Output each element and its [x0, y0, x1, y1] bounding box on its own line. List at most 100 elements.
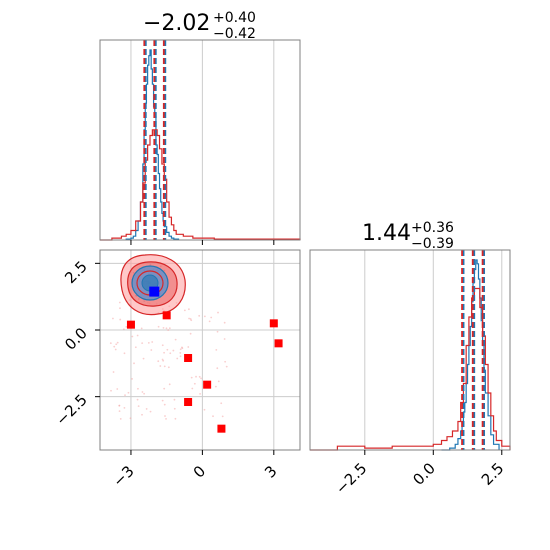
sample-point [114, 348, 117, 351]
sample-point [167, 329, 170, 331]
x-tick-label: −2.5 [332, 459, 370, 497]
sample-point [116, 341, 119, 344]
sample-point [216, 367, 219, 370]
sample-point [181, 346, 183, 349]
sample-point [119, 417, 122, 420]
hist-series-0 [125, 49, 180, 240]
marginal-2-title-minus: −0.39 [411, 236, 454, 252]
sample-point [224, 360, 227, 363]
sample-point [167, 366, 170, 369]
sample-point [172, 349, 175, 352]
sample-point [221, 415, 224, 418]
sample-point [198, 375, 201, 378]
sample-point [225, 365, 228, 368]
sample-point [143, 392, 146, 395]
highlight-point [274, 339, 283, 348]
highlight-point [184, 398, 193, 406]
sample-point [118, 410, 121, 413]
hist-series-1 [100, 129, 301, 241]
sample-point [176, 357, 179, 360]
sample-point [163, 403, 166, 406]
marginal-1-title-plus: +0.40 [213, 10, 256, 26]
sample-point [161, 344, 164, 347]
sample-point [165, 417, 167, 420]
sample-point [179, 348, 182, 351]
x-tick-label: 0 [190, 462, 209, 481]
marginal-1-title: −2.02 [143, 11, 210, 36]
sample-point [216, 330, 219, 333]
sample-point [217, 311, 219, 314]
sample-point [159, 365, 162, 367]
sample-point [198, 314, 201, 317]
sample-point [173, 407, 176, 410]
sample-point [151, 341, 154, 343]
highlight-point [126, 320, 135, 329]
sample-point [179, 352, 182, 354]
highlight-point [184, 354, 193, 362]
sample-point [133, 362, 135, 365]
marginal-2-title: 1.44 [362, 221, 411, 246]
sample-point [165, 327, 168, 330]
marginal-1-frame [99, 39, 301, 241]
sample-point [109, 342, 112, 345]
sample-point [200, 377, 202, 380]
sample-point [183, 309, 186, 312]
sample-point [127, 391, 130, 394]
sample-point [141, 413, 143, 416]
sample-point [157, 325, 160, 328]
sample-point [112, 371, 115, 373]
sample-point [112, 317, 114, 320]
sample-point [137, 387, 139, 390]
sample-point [125, 325, 128, 328]
center-point [149, 286, 160, 297]
sample-point [208, 320, 211, 323]
sample-point [166, 348, 169, 351]
sample-point [163, 365, 166, 368]
sample-point [214, 385, 217, 388]
sample-point [161, 358, 164, 361]
marginal-histogram-1: −2.02 +0.40 −0.42 [99, 10, 301, 245]
sample-point [168, 383, 171, 386]
sample-point [141, 342, 144, 345]
highlight-point [203, 380, 212, 389]
sample-point [131, 335, 134, 338]
sample-point [188, 317, 190, 320]
sample-point [110, 389, 112, 392]
sample-point [140, 327, 143, 330]
sample-point [115, 343, 118, 346]
sample-point [164, 415, 166, 417]
sample-point [123, 406, 126, 409]
sample-point [147, 341, 150, 344]
x-tick-label: −3 [109, 462, 137, 490]
sample-point [129, 417, 132, 420]
sample-point [203, 315, 206, 318]
sample-point [223, 321, 226, 324]
sample-point [136, 398, 139, 401]
sample-point [163, 387, 166, 390]
highlight-point [269, 319, 278, 328]
sample-point [215, 348, 218, 351]
sample-point [119, 307, 121, 310]
sample-point [163, 351, 165, 354]
sample-point [179, 355, 182, 358]
highlight-point [217, 424, 226, 433]
sample-point [131, 378, 133, 380]
sample-point [149, 410, 152, 413]
sample-point [118, 404, 121, 407]
marginal-histogram-2: −2.5 0.0 2.5 1.44 +0.36 −0.39 [309, 220, 511, 498]
sample-point [157, 360, 160, 363]
hist-series-0 [441, 259, 500, 451]
sample-point [212, 415, 214, 418]
sample-point [118, 301, 121, 304]
marginal-1-title-minus: −0.42 [213, 26, 256, 42]
sample-point [145, 408, 148, 410]
highlight-point [162, 311, 171, 320]
sample-point [123, 352, 126, 355]
joint-frame [99, 249, 301, 451]
x-tick-label: 2.5 [478, 459, 508, 489]
y-tick-label: 2.5 [61, 257, 91, 287]
sample-point [113, 345, 116, 348]
marginal-2-frame [309, 249, 511, 451]
sample-point [187, 346, 190, 348]
